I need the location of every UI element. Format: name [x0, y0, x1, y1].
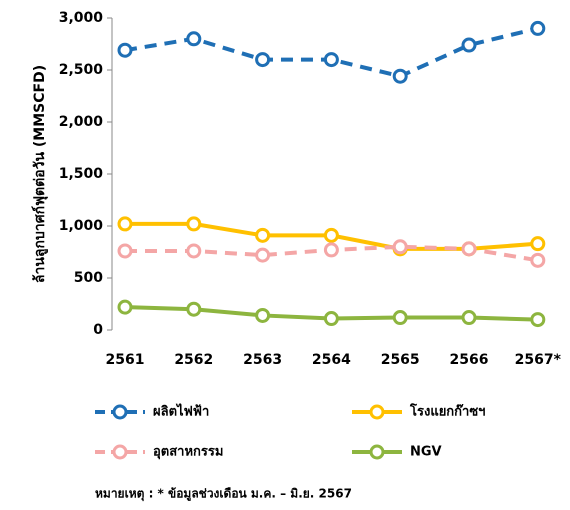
legend-marker	[369, 444, 385, 460]
series-marker	[186, 216, 202, 232]
series-marker	[255, 52, 271, 68]
legend-marker	[112, 404, 128, 420]
y-tick-label: 1,000	[59, 218, 104, 234]
series-marker	[530, 236, 546, 252]
legend-label: ผลิตไฟฟ้า	[153, 403, 209, 420]
x-tick-label: 2566	[450, 352, 489, 368]
series-marker	[323, 227, 339, 243]
legend-marker	[369, 404, 385, 420]
x-tick-label: 2567*	[515, 352, 562, 368]
series-marker	[255, 247, 271, 263]
x-tick-label: 2562	[174, 352, 213, 368]
footnote: หมายเหตุ : * ข้อมูลช่วงเดือน ม.ค. – มิ.ย…	[95, 487, 352, 502]
x-tick-label: 2561	[106, 352, 145, 368]
series-marker	[392, 310, 408, 326]
series-marker	[117, 299, 133, 315]
y-tick-label: 500	[74, 270, 103, 286]
legend-label: อุตสาหกรรม	[153, 445, 223, 460]
legend-label: โรงแยกก๊าซฯ	[409, 403, 485, 420]
series-marker	[461, 310, 477, 326]
series-marker	[461, 37, 477, 53]
series-marker	[530, 252, 546, 268]
series-marker	[255, 227, 271, 243]
series-marker	[323, 242, 339, 258]
series-marker	[117, 42, 133, 58]
y-tick-label: 3,000	[59, 10, 104, 26]
series-marker	[392, 239, 408, 255]
y-tick-label: 2,500	[59, 62, 104, 78]
series-marker	[186, 243, 202, 259]
series-marker	[255, 307, 271, 323]
series-marker	[392, 68, 408, 84]
series-marker	[186, 31, 202, 47]
series-marker	[461, 241, 477, 257]
series-marker	[117, 243, 133, 259]
series-marker	[117, 216, 133, 232]
y-tick-label: 2,000	[59, 114, 104, 130]
x-tick-label: 2564	[312, 352, 351, 368]
series-marker	[530, 312, 546, 328]
series-marker	[323, 311, 339, 327]
series-marker	[323, 52, 339, 68]
y-tick-label: 0	[93, 322, 103, 338]
series-marker	[186, 301, 202, 317]
x-tick-label: 2565	[381, 352, 420, 368]
y-tick-label: 1,500	[59, 166, 104, 182]
series-marker	[530, 20, 546, 36]
legend-marker	[112, 444, 128, 460]
x-tick-label: 2563	[243, 352, 282, 368]
legend-label: NGV	[410, 445, 442, 460]
y-axis-label: ล้านลูกบาศก์ฟุตต่อวัน (MMSCFD)	[31, 65, 48, 283]
